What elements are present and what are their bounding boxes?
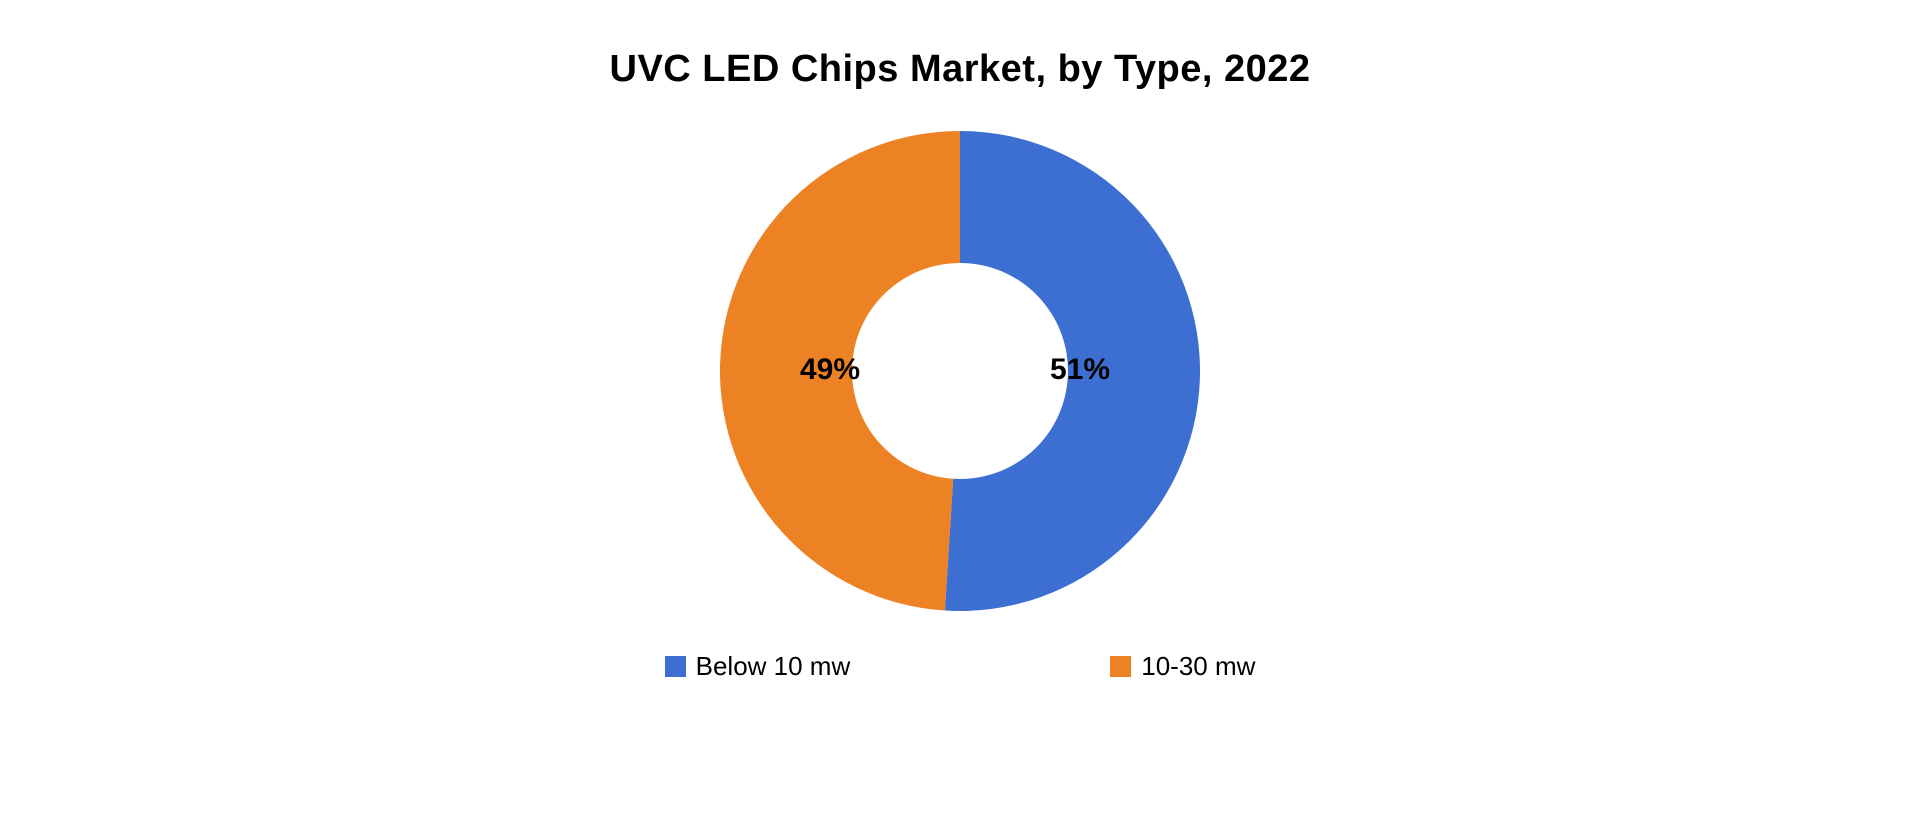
data-label-left: 49%: [800, 353, 860, 387]
chart-container: UVC LED Chips Market, by Type, 2022 51% …: [0, 0, 1920, 818]
legend-label: 10-30 mw: [1141, 651, 1255, 682]
data-label-right: 51%: [1050, 353, 1110, 387]
chart-title: UVC LED Chips Market, by Type, 2022: [610, 48, 1311, 91]
donut-svg: [720, 131, 1200, 611]
legend-item-below-10mw: Below 10 mw: [665, 651, 851, 682]
donut-chart: 51% 49%: [720, 131, 1200, 611]
legend-item-10-30mw: 10-30 mw: [1110, 651, 1255, 682]
legend-swatch-icon: [665, 656, 686, 677]
legend-label: Below 10 mw: [696, 651, 851, 682]
legend: Below 10 mw 10-30 mw: [665, 651, 1256, 682]
legend-swatch-icon: [1110, 656, 1131, 677]
